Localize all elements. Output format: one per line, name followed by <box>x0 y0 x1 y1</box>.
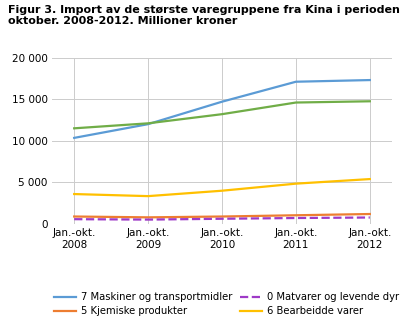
Legend: 7 Maskiner og transportmidler, 5 Kjemiske produkter, 8 Forskjellige ferdige vare: 7 Maskiner og transportmidler, 5 Kjemisk… <box>54 292 399 320</box>
Text: Figur 3. Import av de største varegruppene fra Kina i perioden januar-
oktober. : Figur 3. Import av de største varegruppe… <box>8 5 400 27</box>
